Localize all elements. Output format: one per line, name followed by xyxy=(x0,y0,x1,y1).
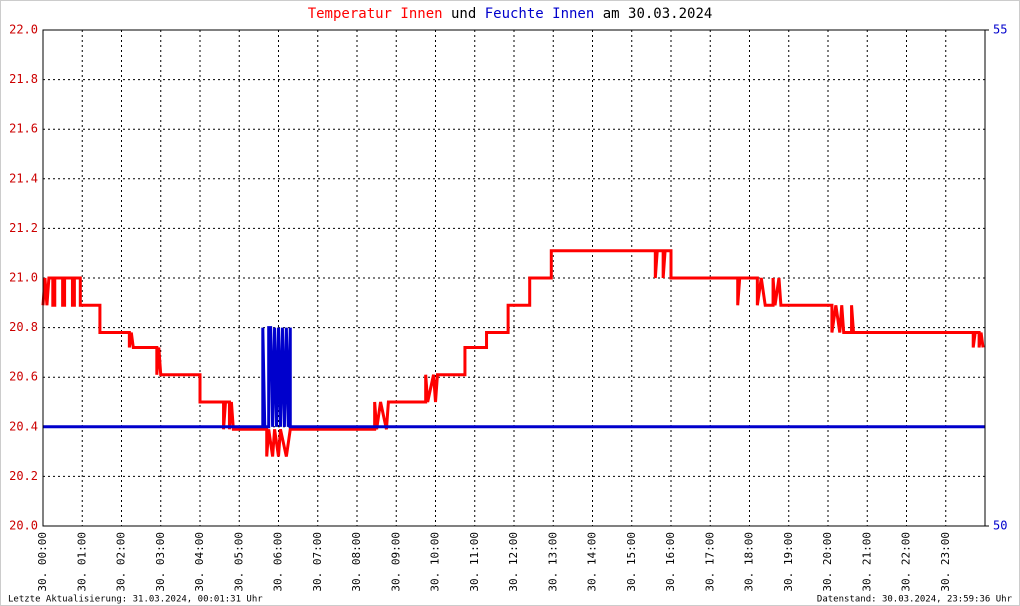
x-tick-label: 30. 20:00 xyxy=(821,532,834,592)
series-line xyxy=(43,326,985,429)
y-tick-label: 22.0 xyxy=(9,23,38,37)
x-tick-label: 30. 06:00 xyxy=(272,532,285,592)
x-tick-label: 30. 08:00 xyxy=(350,532,363,592)
footer-right: Datenstand: 30.03.2024, 23:59:36 Uhr xyxy=(817,595,1013,605)
x-tick-label: 30. 16:00 xyxy=(664,532,677,592)
y-tick-label: 21.8 xyxy=(9,72,38,86)
title-date: am 30.03.2024 xyxy=(603,6,713,22)
x-tick-label: 30. 05:00 xyxy=(232,532,245,592)
x-tick-label: 30. 04:00 xyxy=(193,532,206,592)
title-temp: Temperatur Innen xyxy=(308,6,443,22)
x-tick-label: 30. 12:00 xyxy=(507,532,520,592)
y-tick-label: 20.6 xyxy=(9,370,38,384)
x-tick-label: 30. 09:00 xyxy=(389,532,402,592)
chart-title: Temperatur Innen und Feuchte Innen am 30… xyxy=(308,6,713,22)
x-tick-label: 30. 23:00 xyxy=(939,532,952,592)
x-tick-label: 30. 11:00 xyxy=(468,532,481,592)
y-tick-label: 20.2 xyxy=(9,469,38,483)
y-tick-label: 20.8 xyxy=(9,320,38,334)
series-line xyxy=(41,249,985,457)
x-tick-label: 30. 03:00 xyxy=(154,532,167,592)
y-tick-label: 21.6 xyxy=(9,122,38,136)
title-connector: und xyxy=(451,6,476,22)
plot-border xyxy=(42,29,986,527)
x-tick-label: 30. 21:00 xyxy=(860,532,873,592)
x-tick-label: 30. 18:00 xyxy=(743,532,756,592)
x-tick-label: 30. 10:00 xyxy=(429,532,442,592)
x-tick-label: 30. 00:00 xyxy=(36,532,49,592)
y-tick-label: 21.0 xyxy=(9,271,38,285)
y-tick-label: 21.2 xyxy=(9,221,38,235)
x-tick-label: 30. 13:00 xyxy=(546,532,559,592)
footer-left: Letzte Aktualisierung: 31.03.2024, 00:01… xyxy=(8,595,263,605)
x-tick-label: 30. 17:00 xyxy=(703,532,716,592)
y2-tick-label: 50 xyxy=(993,519,1007,533)
x-tick-label: 30. 15:00 xyxy=(625,532,638,592)
y-tick-label: 20.4 xyxy=(9,419,38,433)
x-tick-label: 30. 01:00 xyxy=(75,532,88,592)
x-tick-label: 30. 19:00 xyxy=(782,532,795,592)
y-tick-label: 21.4 xyxy=(9,171,38,185)
x-tick-label: 30. 02:00 xyxy=(115,532,128,592)
x-tick-label: 30. 07:00 xyxy=(311,532,324,592)
y-tick-label: 20.0 xyxy=(9,519,38,533)
title-hum: Feuchte Innen xyxy=(485,6,595,22)
y2-tick-label: 55 xyxy=(993,23,1007,37)
x-tick-label: 30. 22:00 xyxy=(900,532,913,592)
x-tick-label: 30. 14:00 xyxy=(586,532,599,592)
